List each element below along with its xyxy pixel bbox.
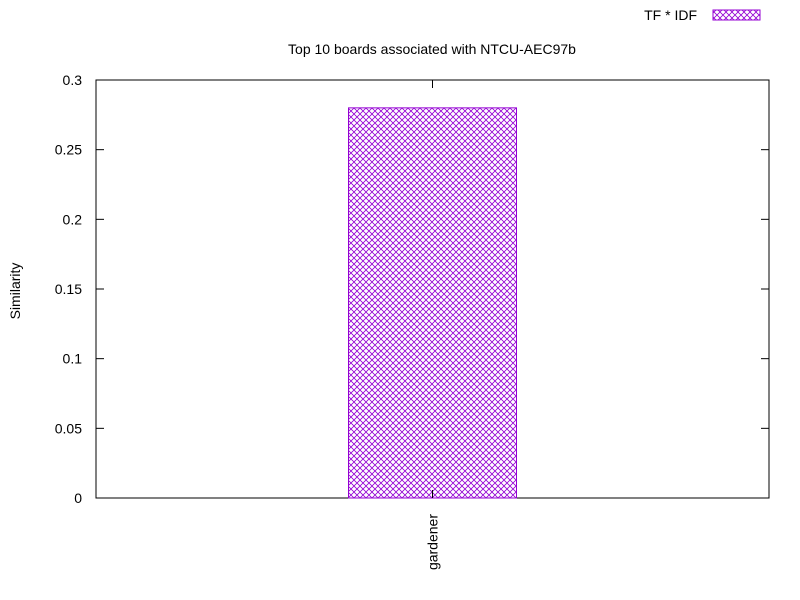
legend-swatch: [712, 9, 761, 21]
y-tick-label: 0.05: [55, 420, 82, 436]
y-tick-label: 0.2: [63, 211, 83, 227]
bar-gardener: [348, 107, 517, 499]
legend: TF * IDF: [644, 7, 761, 23]
x-tick-label: gardener: [425, 514, 441, 570]
y-axis-label: Similarity: [7, 263, 23, 320]
y-tick-label: 0.15: [55, 281, 82, 297]
y-tick-label: 0.3: [63, 72, 83, 88]
legend-label: TF * IDF: [644, 7, 697, 23]
plot-area: 0 0.05 0.1 0.15 0.2 0.25 0.3 gardener: [55, 72, 770, 570]
y-tick-label: 0: [74, 490, 82, 506]
chart-title: Top 10 boards associated with NTCU-AEC97…: [288, 41, 576, 57]
y-tick-label: 0.1: [63, 351, 83, 367]
y-tick-label: 0.25: [55, 142, 82, 158]
